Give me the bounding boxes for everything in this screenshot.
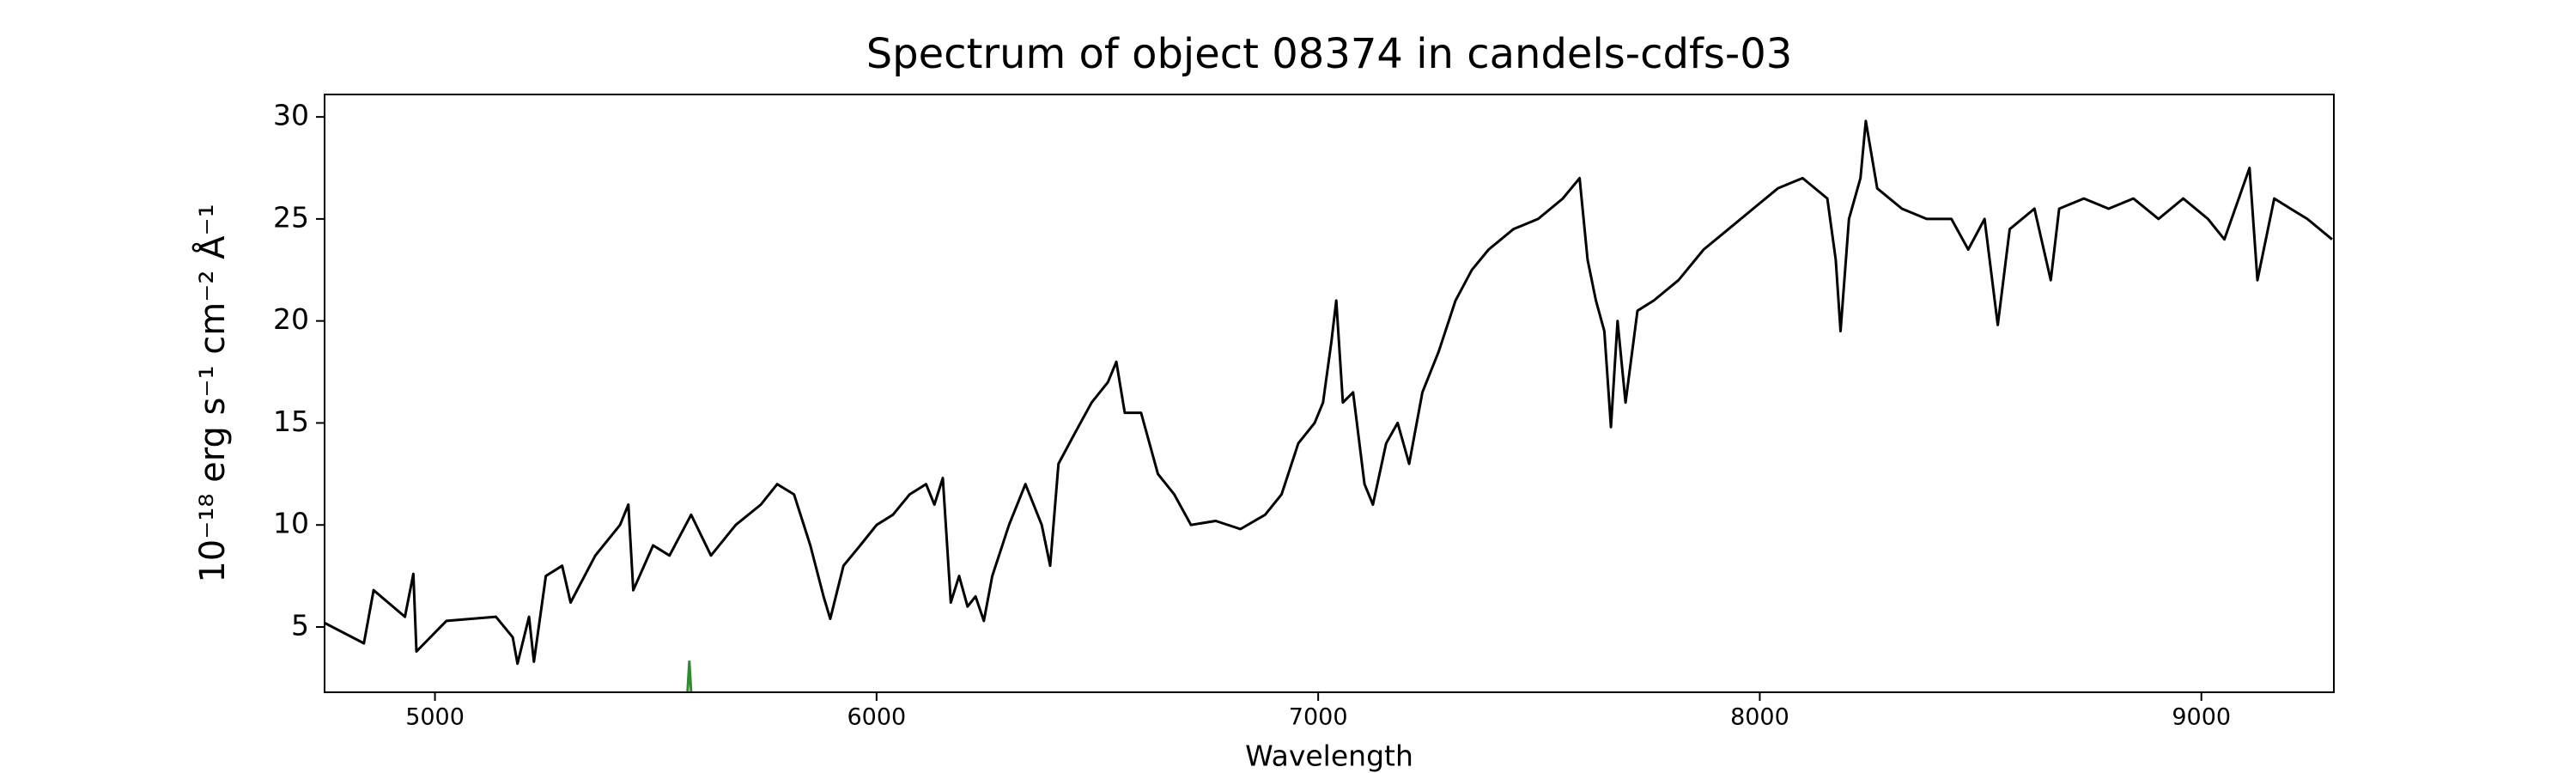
y-tick-label: 5 — [291, 608, 309, 642]
x-tick-label: 8000 — [1730, 704, 1789, 731]
x-tick-label: 7000 — [1289, 704, 1348, 731]
y-axis-label: 10⁻¹⁸ erg s⁻¹ cm⁻² Å⁻¹ — [191, 204, 233, 582]
spectrum-line — [324, 119, 2333, 666]
y-tick-label: 10 — [273, 507, 309, 540]
x-tick-label: 9000 — [2172, 704, 2231, 731]
chart-title: Spectrum of object 08374 in candels-cdfs… — [866, 30, 1793, 78]
spectrum-line — [686, 660, 693, 693]
y-tick-label: 30 — [273, 99, 309, 132]
x-tick-label: 5000 — [405, 704, 465, 731]
y-tick-label: 20 — [273, 302, 309, 336]
y-tick-label: 15 — [273, 405, 309, 438]
x-tick-label: 6000 — [847, 704, 906, 731]
plot-frame — [324, 94, 2335, 693]
y-tick-label: 25 — [273, 200, 309, 234]
x-axis-label: Wavelength — [1245, 740, 1413, 773]
